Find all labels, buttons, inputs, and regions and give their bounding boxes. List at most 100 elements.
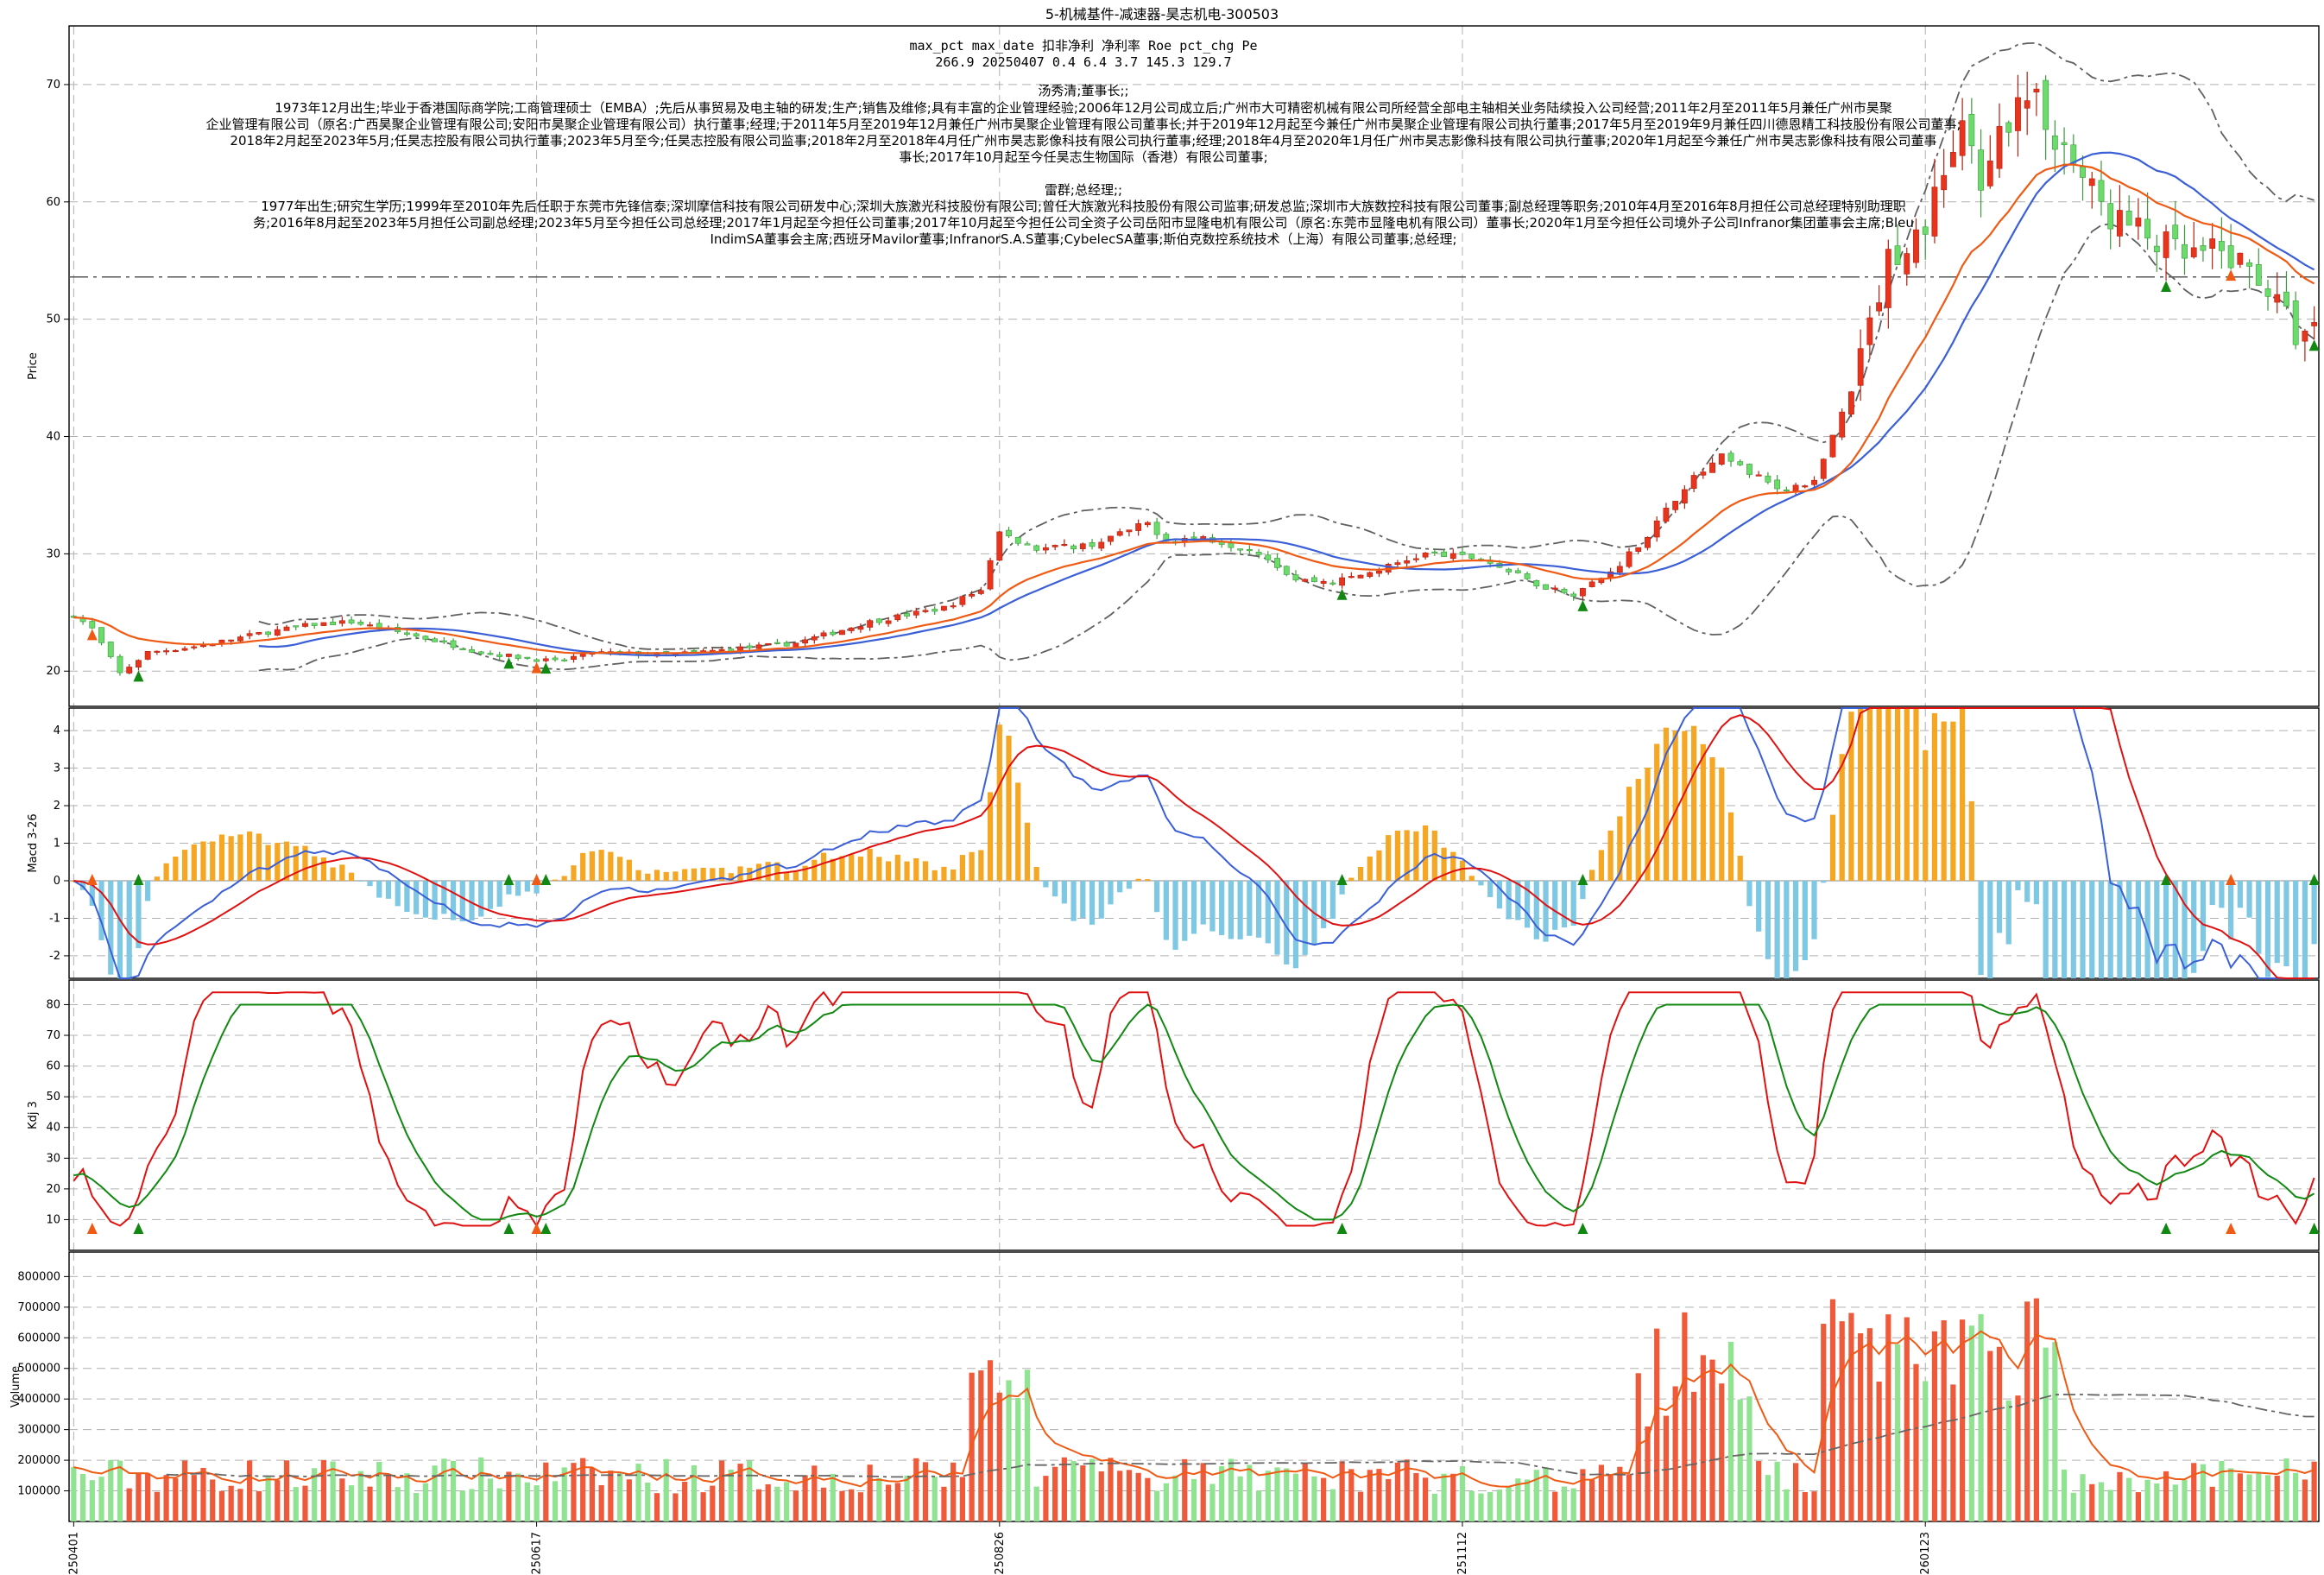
candle-body <box>1727 452 1734 462</box>
volume-ytick-label: 300000 <box>17 1424 60 1437</box>
xtick-label: 260123 <box>1919 1532 1932 1575</box>
candle <box>107 641 114 659</box>
candle-body <box>1792 484 1799 492</box>
candle <box>2255 248 2262 287</box>
price-ylabel: Price <box>27 352 40 380</box>
macd-bar <box>737 866 743 881</box>
candle-body <box>996 531 1003 561</box>
candle-body <box>1949 152 1956 168</box>
macd-bar <box>1727 812 1734 881</box>
volume-ma-short <box>73 1330 2315 1488</box>
volume-bar <box>210 1479 216 1521</box>
candle-body <box>2051 135 2058 150</box>
candle <box>1514 567 1521 574</box>
buy-marker <box>540 1223 552 1234</box>
candle <box>487 650 494 655</box>
macd-bar <box>1802 880 1808 961</box>
candle-body <box>256 631 262 635</box>
candle-body <box>2182 244 2188 259</box>
candle-body <box>2218 241 2225 251</box>
candle <box>2024 72 2030 136</box>
macd-bar <box>728 873 734 881</box>
macd-bar <box>830 858 836 881</box>
macd-bar <box>755 863 762 881</box>
bio2-line-1: 1977年出生;研究生学历;1999年至2010年先后任职于东莞市先锋信泰;深圳… <box>261 199 1905 214</box>
candle <box>1422 552 1429 560</box>
volume-bar <box>1663 1415 1670 1521</box>
macd-bar <box>1931 712 1938 881</box>
volume-bar <box>1709 1359 1715 1521</box>
candle <box>330 618 337 626</box>
panels: 20 30 40 50 60 70 Price -2 -1 0 1 2 3 4 Macd 3-26 10 20 3… <box>9 25 2320 1575</box>
candle-body <box>1533 580 1540 587</box>
candle <box>1533 579 1540 590</box>
macd-bar <box>1904 708 1910 881</box>
bollinger-lower <box>258 223 2315 672</box>
macd-bar <box>1070 880 1077 921</box>
candle <box>98 627 104 646</box>
sell-marker <box>2226 1223 2237 1234</box>
candle-body <box>534 659 540 662</box>
macd-bar <box>191 844 197 881</box>
candle <box>894 613 901 622</box>
candle-body <box>1755 474 1762 477</box>
volume-ytick-label: 200000 <box>17 1454 60 1467</box>
macd-bar <box>1792 880 1799 971</box>
macd-bar <box>941 866 947 881</box>
volume-bar <box>673 1493 679 1521</box>
candle <box>552 655 559 662</box>
volume-bar <box>987 1360 994 1521</box>
volume-bar <box>1811 1491 1817 1521</box>
macd-bar <box>2256 880 2262 954</box>
macd-bar <box>181 850 188 881</box>
macd-bar <box>2052 880 2058 978</box>
volume-bar <box>1070 1460 1077 1521</box>
candle-body <box>2190 247 2197 257</box>
volume-bar <box>1098 1471 1104 1521</box>
candle-body <box>1885 249 1891 308</box>
candle <box>367 622 373 627</box>
volume-bar <box>89 1480 95 1521</box>
macd-bar <box>1367 856 1373 881</box>
volume-bar <box>996 1392 1002 1521</box>
candle <box>1033 544 1040 553</box>
macd-bar <box>173 856 179 881</box>
volume-bar <box>414 1492 420 1521</box>
candle-body <box>1051 545 1058 547</box>
candle <box>1006 527 1012 539</box>
macd-bar <box>283 841 290 881</box>
volume-bar <box>830 1473 836 1521</box>
candle-body <box>1135 523 1142 531</box>
macd-bar <box>1885 708 1891 881</box>
volume-bar <box>1413 1472 1419 1521</box>
volume-bar <box>589 1467 596 1521</box>
macd-bar <box>820 852 827 881</box>
volume-bar <box>2135 1492 2141 1521</box>
macd-bar <box>506 880 512 895</box>
macd-bar <box>348 872 355 881</box>
candle <box>1635 547 1642 554</box>
candle <box>1061 539 1068 547</box>
candle <box>2135 198 2142 240</box>
volume-bar <box>1478 1493 1484 1521</box>
candle <box>913 607 919 619</box>
candle-body <box>2227 245 2234 269</box>
candle-body <box>1441 551 1447 557</box>
candle <box>136 659 142 671</box>
candle-body <box>1116 531 1123 536</box>
candle <box>2264 279 2271 311</box>
candle <box>1153 517 1160 540</box>
candle <box>1570 591 1577 601</box>
candle-body <box>98 627 104 643</box>
candle <box>2098 161 2105 216</box>
macd-bar <box>1515 880 1521 920</box>
macd-bar <box>2293 880 2299 978</box>
candle-body <box>107 642 114 657</box>
candle-body <box>1635 547 1642 552</box>
macd-ytick-label: 0 <box>54 875 60 888</box>
macd-bar <box>1450 851 1456 881</box>
candle-body <box>2024 100 2030 109</box>
volume-bar <box>117 1460 123 1521</box>
macd-bar <box>2089 880 2095 978</box>
